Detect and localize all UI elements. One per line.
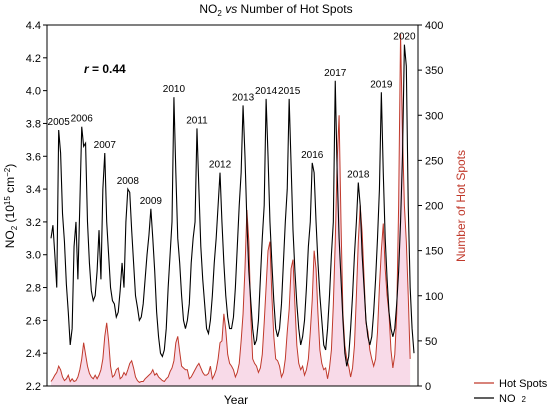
right-tick-label: 350 — [425, 65, 443, 77]
right-tick-label: 400 — [425, 20, 443, 32]
ylabel-unit-a: (10 — [3, 205, 17, 223]
left-tick-label: 3.0 — [26, 250, 41, 262]
right-tick-label: 0 — [425, 381, 431, 393]
left-tick-label: 4.0 — [26, 86, 41, 98]
year-label: 2015 — [278, 86, 301, 97]
year-label: 2006 — [71, 114, 94, 125]
year-label: 2016 — [301, 150, 324, 161]
ylabel-unit-b: cm — [3, 177, 17, 193]
left-tick-label: 2.2 — [26, 381, 41, 393]
chart-title: NO2 vs Number of Hot Spots — [199, 2, 352, 18]
legend-no2-sub: 2 — [522, 395, 527, 404]
year-label: 2014 — [255, 86, 278, 97]
right-tick-label: 100 — [425, 291, 443, 303]
legend-no2-main: NO — [499, 393, 516, 405]
left-tick-label: 3.8 — [26, 118, 41, 130]
left-tick-label: 3.2 — [26, 217, 41, 229]
left-tick-label: 2.8 — [26, 283, 41, 295]
year-label: 2009 — [140, 196, 163, 207]
left-tick-label: 2.6 — [26, 315, 41, 327]
correlation-annotation: r = 0.44 — [84, 62, 126, 76]
legend-hotspots-label: Hot Spots — [499, 378, 548, 390]
right-tick-label: 200 — [425, 201, 443, 213]
hotspots-line — [50, 34, 411, 383]
right-tick-label: 250 — [425, 155, 443, 167]
left-tick-label: 4.2 — [26, 53, 41, 65]
no2-line — [50, 44, 415, 367]
year-label: 2012 — [209, 160, 232, 171]
plot-area: 2.2 2.4 2.6 2.8 3.0 3.2 3.4 3.6 3.8 4.0 4.2 4.4 0 50 1… — [26, 20, 444, 393]
right-axis-label: Number of Hot Spots — [454, 150, 468, 262]
title-no: NO — [199, 2, 217, 16]
year-label: 2005 — [48, 117, 71, 128]
title-vs: vs — [225, 2, 237, 16]
left-tick-label: 4.4 — [26, 20, 41, 32]
year-label: 2019 — [370, 79, 393, 90]
year-label: 2020 — [393, 32, 416, 43]
ylabel-no-sub: 2 — [10, 225, 19, 230]
ylabel-unit-sup1: 15 — [3, 196, 12, 205]
year-label: 2011 — [186, 115, 208, 126]
left-axis-label: NO2 (1015 cm−2) — [3, 164, 19, 249]
left-tick-label: 3.4 — [26, 184, 41, 196]
year-label: 2007 — [94, 140, 117, 151]
left-tick-label: 3.6 — [26, 151, 41, 163]
legend-no2-label: NO 2 — [499, 393, 527, 405]
year-label: 2008 — [117, 176, 140, 187]
ylabel-unit-sup2: −2 — [3, 167, 12, 177]
right-tick-label: 50 — [425, 336, 437, 348]
right-tick-label: 150 — [425, 246, 443, 258]
title-no-sub: 2 — [217, 9, 222, 18]
year-label: 2017 — [324, 68, 347, 79]
title-suffix: Number of Hot Spots — [241, 2, 353, 16]
annotation-rest: = 0.44 — [89, 62, 126, 76]
year-label: 2010 — [163, 84, 186, 95]
left-tick-label: 2.4 — [26, 348, 41, 360]
annotation-var: r — [84, 62, 90, 76]
legend: Hot Spots NO 2 — [474, 378, 548, 405]
ylabel-unit-c: ) — [3, 164, 17, 168]
ylabel-no: NO — [3, 230, 17, 248]
year-label: 2013 — [232, 92, 255, 103]
x-axis-label: Year — [224, 393, 248, 407]
year-label: 2018 — [347, 170, 370, 181]
right-tick-label: 300 — [425, 110, 443, 122]
